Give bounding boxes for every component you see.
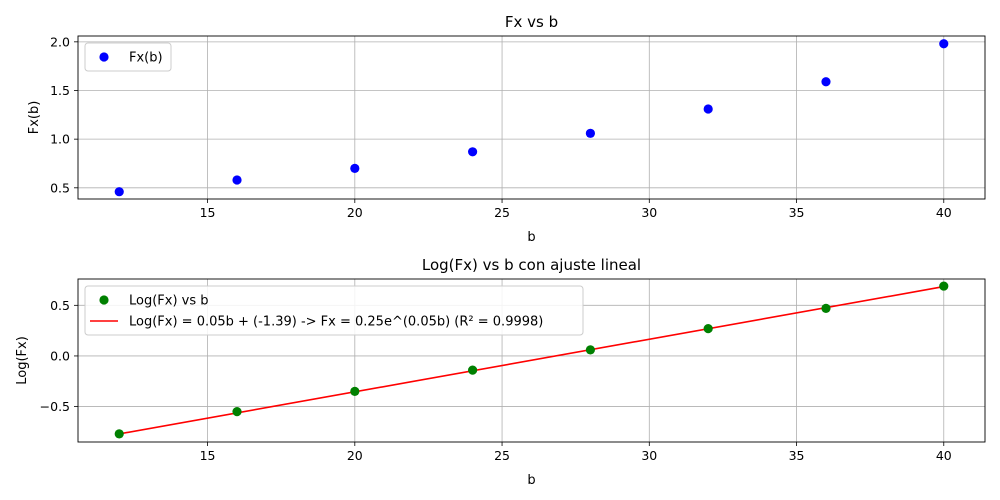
x-tick-label: 25 [494,448,510,463]
chart-title: Fx vs b [505,13,558,31]
y-tick-label: 0.5 [50,298,70,313]
data-point [232,175,242,185]
data-point [585,345,595,355]
x-tick-label: 25 [494,205,510,220]
x-tick-label: 40 [936,205,952,220]
y-axis-label: Fx(b) [27,101,42,135]
y-tick-label: 1.0 [50,132,70,147]
x-tick-label: 30 [641,448,657,463]
plot-frame [77,278,986,443]
data-point [703,104,713,114]
data-point [114,429,124,439]
legend-label: Fx(b) [129,51,163,66]
legend: Fx(b) [84,42,172,72]
x-tick-label: 30 [641,205,657,220]
chart-title: Log(Fx) vs b con ajuste lineal [422,256,641,274]
chart-1: 15 20 25 30 35 40 0.5 1.0 1.5 2.0 Fx vs b b Fx(b) Fx(… [27,13,986,245]
x-tick-label: 35 [789,448,805,463]
x-tick-label: 15 [200,448,216,463]
data-point [821,303,831,313]
legend-marker [99,295,109,305]
data-point [350,386,360,396]
data-point [114,187,124,197]
legend-label: Log(Fx) = 0.05b + (-1.39) -> Fx = 0.25e^… [129,315,543,330]
y-tick-label: −0.5 [40,399,70,414]
data-point [939,39,949,49]
legend: Log(Fx) vs b Log(Fx) = 0.05b + (-1.39) ->… [84,285,584,336]
plot-frame [77,35,986,200]
y-axis-label: Log(Fx) [15,336,30,385]
legend-box [84,285,584,336]
x-tick-label: 20 [347,205,363,220]
x-tick-label: 20 [347,448,363,463]
data-point [350,163,360,173]
data-point [703,324,713,334]
x-axis-label: b [527,473,535,488]
y-tick-label: 0.5 [50,180,70,195]
x-tick-label: 35 [789,205,805,220]
y-tick-label: 2.0 [50,34,70,49]
x-axis-label: b [527,230,535,245]
data-point [468,365,478,375]
data-point [939,281,949,291]
x-tick-label: 40 [936,448,952,463]
data-point [585,128,595,138]
y-tick-label: 1.5 [50,83,70,98]
data-point [468,147,478,157]
y-tick-label: 0.0 [50,348,70,363]
legend-marker [99,52,109,62]
data-point [821,77,831,87]
legend-label: Log(Fx) vs b [129,294,209,309]
data-point [232,407,242,417]
legend-box [84,42,172,72]
fit-line [119,285,944,435]
chart-2: 15 20 25 30 35 40 −0.5 0.0 0.5 Log(Fx) vs b con a… [15,256,986,488]
x-tick-label: 15 [200,205,216,220]
